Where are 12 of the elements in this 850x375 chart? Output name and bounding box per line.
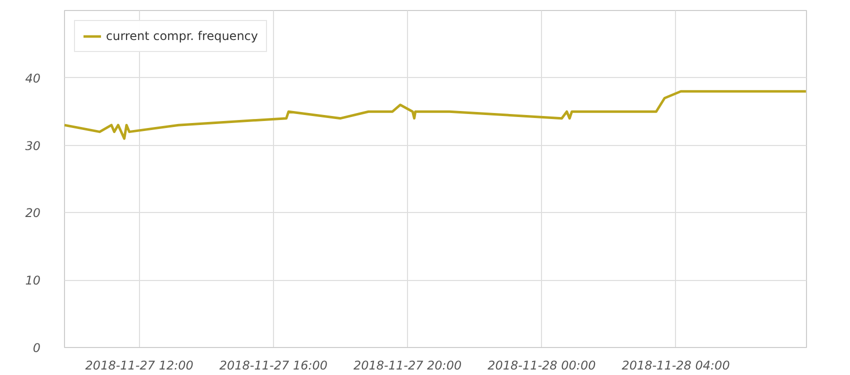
y-tick-label: 10 (25, 274, 41, 288)
y-tick-label: 30 (25, 138, 41, 153)
y-tick-label: 40 (25, 71, 41, 86)
x-tick-label: 2018-11-28 04:00 (622, 358, 730, 372)
x-tick-label: 2018-11-27 12:00 (85, 358, 194, 372)
line-series (64, 90, 806, 140)
x-tick-label: 2018-11-27 20:00 (353, 358, 462, 372)
legend-label: current compr. frequency (106, 29, 258, 43)
y-tick-label: 20 (25, 206, 41, 220)
x-tick-label: 2018-11-28 00:00 (488, 358, 596, 372)
y-tick-label: 0 (32, 341, 41, 355)
x-tick-label: 2018-11-27 16:00 (219, 358, 328, 372)
